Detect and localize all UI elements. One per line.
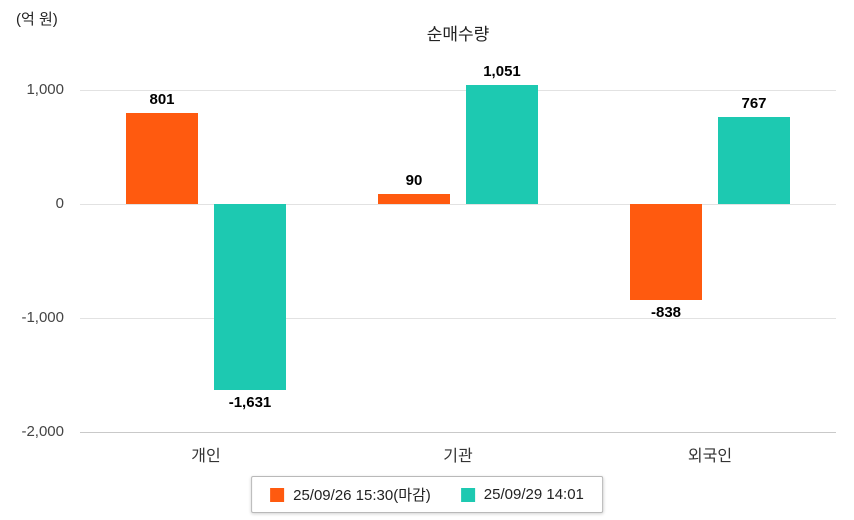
- bar-value-label: -838: [650, 303, 682, 321]
- bar-기관-series-1: [466, 84, 538, 205]
- plot-area: 801 -1,631 90 1,051 -838 767: [80, 62, 836, 433]
- bar-외국인-series-0: [630, 204, 702, 300]
- legend-label-series-1: 25/09/29 14:01: [483, 486, 584, 503]
- y-axis-tick-label: -2,000: [21, 423, 64, 440]
- bar-value-label: 767: [741, 94, 767, 112]
- bar-value-label: 90: [405, 172, 423, 190]
- chart-title: 순매수량: [426, 25, 490, 44]
- legend: 25/09/26 15:30(마감) 25/09/29 14:01: [251, 476, 603, 513]
- bar-value-label: 1,051: [483, 62, 521, 80]
- x-axis-label-외국인: 외국인: [687, 448, 733, 465]
- y-axis-tick-label: 0: [55, 195, 64, 213]
- gridline--2000: [80, 432, 836, 433]
- legend-item-series-1: 25/09/29 14:01: [460, 486, 584, 503]
- bar-개인-series-0: [126, 113, 198, 205]
- bar-개인-series-1: [214, 204, 286, 390]
- x-axis-label-기관: 기관: [443, 448, 473, 465]
- gridline-1000: [80, 90, 836, 92]
- legend-swatch-orange: [270, 487, 285, 502]
- y-axis-unit-label: (억 원): [16, 11, 58, 28]
- gridline-0: [80, 204, 836, 206]
- legend-label-series-0: 25/09/26 15:30(마감): [293, 487, 431, 504]
- y-axis-tick-label: -1,000: [21, 309, 64, 327]
- bar-value-label: -1,631: [228, 393, 272, 411]
- bar-value-label: 801: [149, 91, 175, 109]
- x-axis-label-개인: 개인: [191, 448, 221, 465]
- legend-swatch-teal: [460, 487, 475, 502]
- legend-item-series-0: 25/09/26 15:30(마감): [270, 484, 431, 505]
- bar-기관-series-0: [378, 194, 450, 205]
- y-axis-tick-label: 1,000: [26, 81, 64, 99]
- bar-외국인-series-1: [718, 116, 790, 205]
- gridline--1000: [80, 318, 836, 320]
